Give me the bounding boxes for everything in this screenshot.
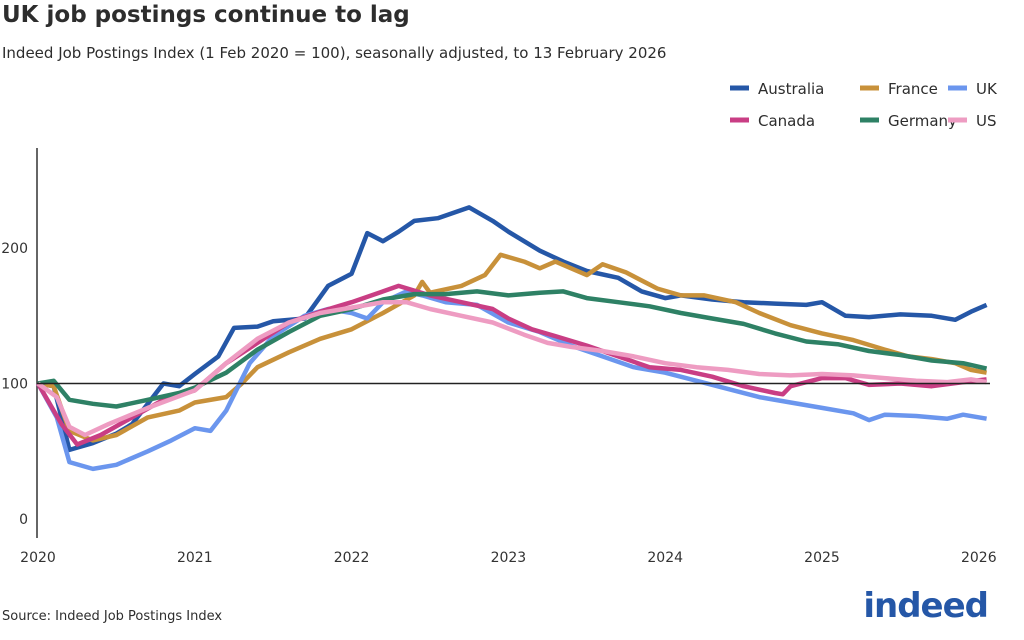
x-tick-label: 2026 (961, 550, 997, 566)
series-line-france (37, 252, 987, 443)
y-tick-label: 200 (1, 241, 28, 257)
legend-label-uk: UK (976, 80, 998, 98)
source-note: Source: Indeed Job Postings Index (2, 609, 223, 624)
series-line-uk (36, 289, 987, 472)
chart-title: UK job postings continue to lag (2, 2, 410, 28)
series-line-australia (37, 205, 988, 453)
legend-label-france: France (888, 80, 938, 98)
x-tick-label: 2024 (647, 550, 683, 566)
chart-subtitle: Indeed Job Postings Index (1 Feb 2020 = … (2, 44, 667, 62)
legend-label-canada: Canada (758, 112, 815, 130)
series-line-canada (36, 283, 987, 447)
x-tick-label: 2025 (804, 550, 840, 566)
indeed-logo: indeed (863, 586, 989, 626)
legend-label-germany: Germany (888, 112, 957, 130)
x-tick-label: 2020 (20, 550, 56, 566)
y-tick-label: 100 (1, 377, 28, 393)
series-line-us (36, 299, 987, 438)
x-tick-label: 2021 (177, 550, 213, 566)
series-line-germany (37, 289, 988, 409)
x-tick-label: 2023 (491, 550, 527, 566)
y-tick-label: 0 (19, 512, 28, 528)
x-tick-label: 2022 (334, 550, 370, 566)
legend-label-us: US (976, 112, 997, 130)
legend-label-australia: Australia (758, 80, 824, 98)
